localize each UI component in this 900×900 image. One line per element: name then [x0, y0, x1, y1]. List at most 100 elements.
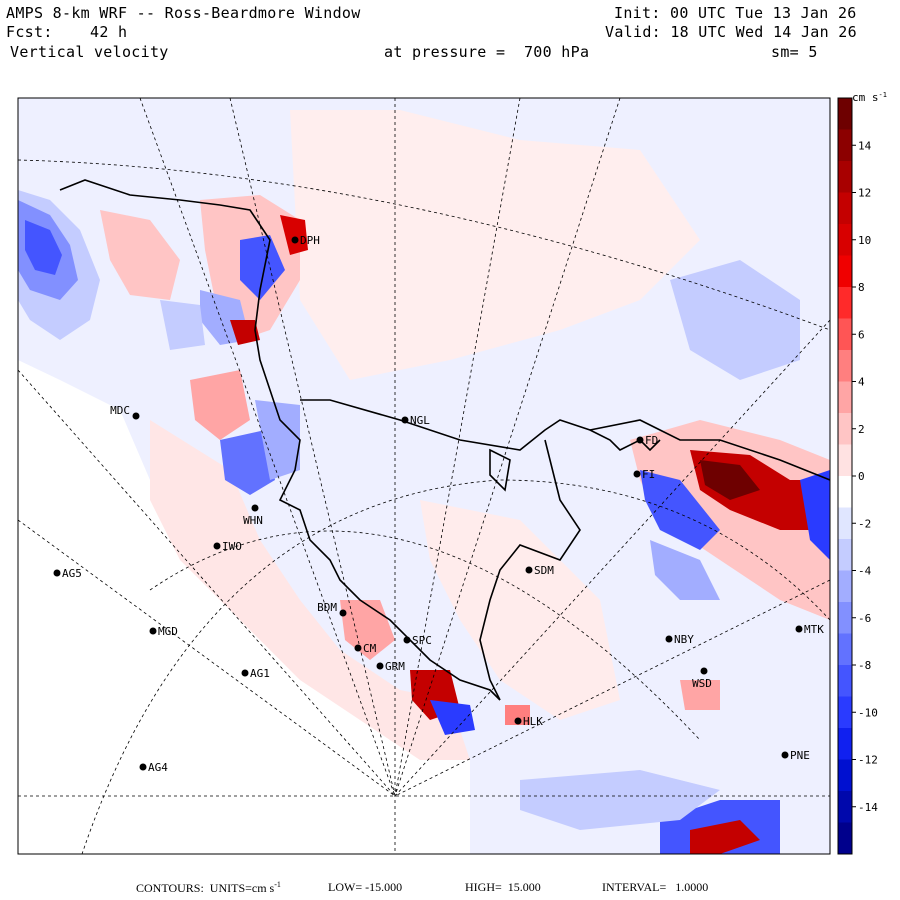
init-time: Init: 00 UTC Tue 13 Jan 26: [614, 4, 857, 22]
station-label-bdm: BDM: [317, 601, 337, 614]
colorbar-swatch: [838, 759, 852, 792]
weak-positive-region: [150, 420, 470, 760]
station-label-ag1: AG1: [250, 667, 270, 680]
variable-name: Vertical velocity: [10, 43, 169, 61]
colorbar-swatch: [838, 287, 852, 319]
colorbar: 14 12 10 8 6 4 2 0 -2 -4 -6 -8 -10 -12 -14: [837, 97, 878, 855]
colorbar-swatch: [838, 728, 852, 760]
weak-positive-region: [290, 110, 700, 380]
colorbar-swatch: [838, 633, 852, 666]
station-marker-pne: [781, 751, 789, 759]
station-label-dph: DPH: [300, 234, 320, 247]
colorbar-tick-label: -12: [858, 754, 878, 767]
colorbar-swatch: [838, 129, 852, 162]
colorbar-swatch: [838, 665, 852, 697]
contour-high: HIGH= 15.000: [465, 880, 541, 894]
positive-cell: [690, 820, 760, 854]
colorbar-swatch: [838, 539, 852, 571]
colorbar-tick-label: 8: [858, 281, 865, 294]
colorbar-tick-label: -6: [858, 612, 871, 625]
colorbar-tick-label: 10: [858, 234, 871, 247]
colorbar-tick-label: 0: [858, 470, 865, 483]
station-marker-whn: [251, 504, 259, 512]
station-marker-ag5: [53, 569, 61, 577]
station-marker-ag4: [139, 763, 147, 771]
negative-cell: [255, 400, 300, 480]
contour-interval: INTERVAL= 1.0000: [602, 880, 709, 894]
station-label-spc: SPC: [412, 634, 432, 647]
station-label-ngl: NGL: [410, 414, 430, 427]
colorbar-swatch: [838, 822, 852, 855]
station-label-nby: NBY: [674, 633, 694, 646]
colorbar-swatch: [838, 570, 852, 603]
positive-cell: [190, 370, 250, 440]
negative-cell: [240, 235, 285, 300]
station-marker-iwo: [213, 542, 221, 550]
station-marker-mtk: [795, 625, 803, 633]
graticule: [18, 98, 830, 854]
colorbar-swatch: [838, 161, 852, 193]
colorbar-swatch: [838, 255, 852, 288]
negative-cell: [800, 470, 830, 560]
colorbar-swatch: [838, 507, 852, 540]
negative-cell: [640, 470, 720, 550]
station-label-ag4: AG4: [148, 761, 168, 774]
station-label-fi: FI: [642, 468, 655, 481]
positive-cell: [630, 420, 830, 620]
colorbar-swatch: [838, 413, 852, 445]
negative-cell: [25, 220, 62, 275]
pressure-level: at pressure = 700 hPa: [384, 43, 590, 61]
station-label-iwo: IWO: [222, 540, 242, 553]
station-label-whn: WHN: [243, 514, 263, 527]
station-marker-fi: [633, 470, 641, 478]
station-label-ag5: AG5: [62, 567, 82, 580]
station-label-cm: CM: [363, 642, 377, 655]
positive-cell: [100, 210, 180, 300]
negative-cell: [670, 260, 800, 380]
station-label-pne: PNE: [790, 749, 810, 762]
negative-cell: [430, 700, 475, 735]
station-label-sdm: SDM: [534, 564, 554, 577]
plot-frame: [17, 97, 831, 855]
map-title: AMPS 8-km WRF -- Ross-Beardmore Window: [6, 4, 361, 22]
station-label-grm: GRM: [385, 660, 405, 673]
colorbar-tick-label: 4: [858, 376, 865, 389]
station-marker-ngl: [401, 416, 409, 424]
station-marker-mgd: [149, 627, 157, 635]
station-marker-hlk: [514, 717, 522, 725]
colorbar-tick-label: 2: [858, 423, 865, 436]
colorbar-tick-label: -4: [858, 565, 872, 578]
station-marker-sdm: [525, 566, 533, 574]
station-label-mgd: MGD: [158, 625, 178, 638]
colorbar-units: cm s-1: [852, 91, 887, 104]
colorbar-swatch: [838, 98, 852, 130]
station-marker-fd: [636, 436, 644, 444]
station-marker-cm: [354, 644, 362, 652]
colorbar-swatch: [838, 318, 852, 351]
station-label-mdc: MDC: [110, 404, 130, 417]
station-label-hlk: HLK: [523, 715, 543, 728]
station-label-mtk: MTK: [804, 623, 824, 636]
colorbar-swatch: [838, 602, 852, 634]
colorbar-swatch: [838, 224, 852, 256]
positive-cell: [280, 215, 308, 255]
colorbar-swatch: [838, 791, 852, 823]
colorbar-swatch: [838, 350, 852, 382]
smoothing-value: sm= 5: [771, 43, 818, 61]
station-marker-ag1: [241, 669, 249, 677]
weak-positive-region: [420, 500, 620, 720]
positive-cell: [230, 320, 260, 345]
forecast-label: Fcst:: [6, 23, 53, 41]
colorbar-swatch: [838, 192, 852, 225]
station-marker-wsd: [700, 667, 708, 675]
colorbar-swatch: [838, 696, 852, 729]
contour-units: CONTOURS: UNITS=cm s-1: [136, 880, 281, 895]
station-marker-bdm: [339, 609, 347, 617]
colorbar-tick-label: 6: [858, 328, 865, 341]
negative-cell: [650, 540, 720, 600]
station-marker-spc: [403, 636, 411, 644]
colorbar-tick-label: 12: [858, 187, 871, 200]
forecast-line: Fcst: 42 h: [6, 24, 127, 40]
negative-cell: [520, 770, 720, 830]
